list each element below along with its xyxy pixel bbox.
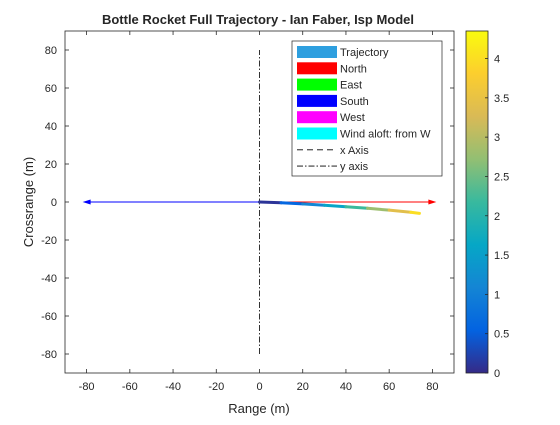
legend-label: y axis <box>340 161 369 173</box>
colorbar-gradient <box>465 30 489 374</box>
legend-swatch <box>297 111 337 124</box>
legend-label: Trajectory <box>340 47 389 59</box>
trajectory-segment <box>366 206 391 212</box>
trajectory-segment <box>344 205 370 210</box>
legend-label: East <box>340 80 362 92</box>
chart-title: Bottle Rocket Full Trajectory - Ian Fabe… <box>102 12 414 27</box>
legend: Trajectory North East South West Wind aloft: … <box>291 40 443 177</box>
y-tick-label: -40 <box>41 273 57 285</box>
x-tick-label: -20 <box>208 381 224 393</box>
y-axis-label: Crossrange (m) <box>21 157 36 247</box>
south-arrow-head <box>82 199 91 205</box>
y-tick-label: 0 <box>51 197 57 209</box>
legend-label: North <box>340 63 367 75</box>
colorbar-tick-label: 0.5 <box>494 329 509 341</box>
y-tick-label: 80 <box>45 45 57 57</box>
x-tick-label: 60 <box>383 381 395 393</box>
y-tick-label: -80 <box>41 349 57 361</box>
trajectory-segment <box>279 201 305 206</box>
y-tick-label: 60 <box>45 83 57 95</box>
x-tick-label: 0 <box>256 381 262 393</box>
trajectory-segment <box>322 203 348 209</box>
x-tick-label: -40 <box>165 381 181 393</box>
colorbar: 0 0.5 1 1.5 2 2.5 3 3.5 4 <box>465 30 509 380</box>
colorbar-tick-label: 1.5 <box>494 250 509 262</box>
legend-label: x Axis <box>340 145 369 157</box>
y-tick-label: -60 <box>41 311 57 323</box>
legend-swatch <box>297 127 337 140</box>
x-tick-label: -60 <box>122 381 138 393</box>
legend-swatch <box>297 94 337 107</box>
trajectory-segment <box>387 208 413 214</box>
north-arrow-head <box>428 199 437 205</box>
trajectory-segment <box>258 200 283 205</box>
legend-items: Trajectory North East South West Wind aloft: … <box>297 46 431 173</box>
legend-label: West <box>340 112 365 124</box>
x-tick-label: 40 <box>340 381 352 393</box>
y-tick-label: -20 <box>41 235 57 247</box>
y-axis-ticks: -80 -60 -40 -20 0 20 40 60 80 <box>41 45 454 361</box>
y-tick-label: 40 <box>45 121 57 133</box>
trajectory-segment <box>409 210 421 215</box>
legend-label: South <box>340 96 369 108</box>
colorbar-ticks: 0 0.5 1 1.5 2 2.5 3 3.5 4 <box>485 54 509 380</box>
colorbar-tick-label: 2.5 <box>494 171 509 183</box>
legend-swatch <box>297 46 337 58</box>
colorbar-tick-label: 2 <box>494 211 500 223</box>
legend-label: Wind aloft: from W <box>340 129 431 141</box>
trajectory-segment <box>301 202 326 207</box>
x-axis-ticks: -80 -60 -40 -20 0 20 40 60 80 <box>79 31 439 393</box>
colorbar-tick-label: 3 <box>494 132 500 144</box>
x-tick-label: 80 <box>426 381 438 393</box>
colorbar-tick-label: 0 <box>494 368 500 380</box>
colorbar-tick-label: 1 <box>494 289 500 301</box>
colorbar-tick-label: 4 <box>494 54 500 66</box>
x-tick-label: 20 <box>297 381 309 393</box>
x-tick-label: -80 <box>79 381 95 393</box>
legend-swatch <box>297 62 337 75</box>
legend-swatch <box>297 78 337 91</box>
colorbar-tick-label: 3.5 <box>494 93 509 105</box>
x-axis-label: Range (m) <box>228 401 289 416</box>
y-tick-label: 20 <box>45 159 57 171</box>
series-layer <box>82 50 437 354</box>
